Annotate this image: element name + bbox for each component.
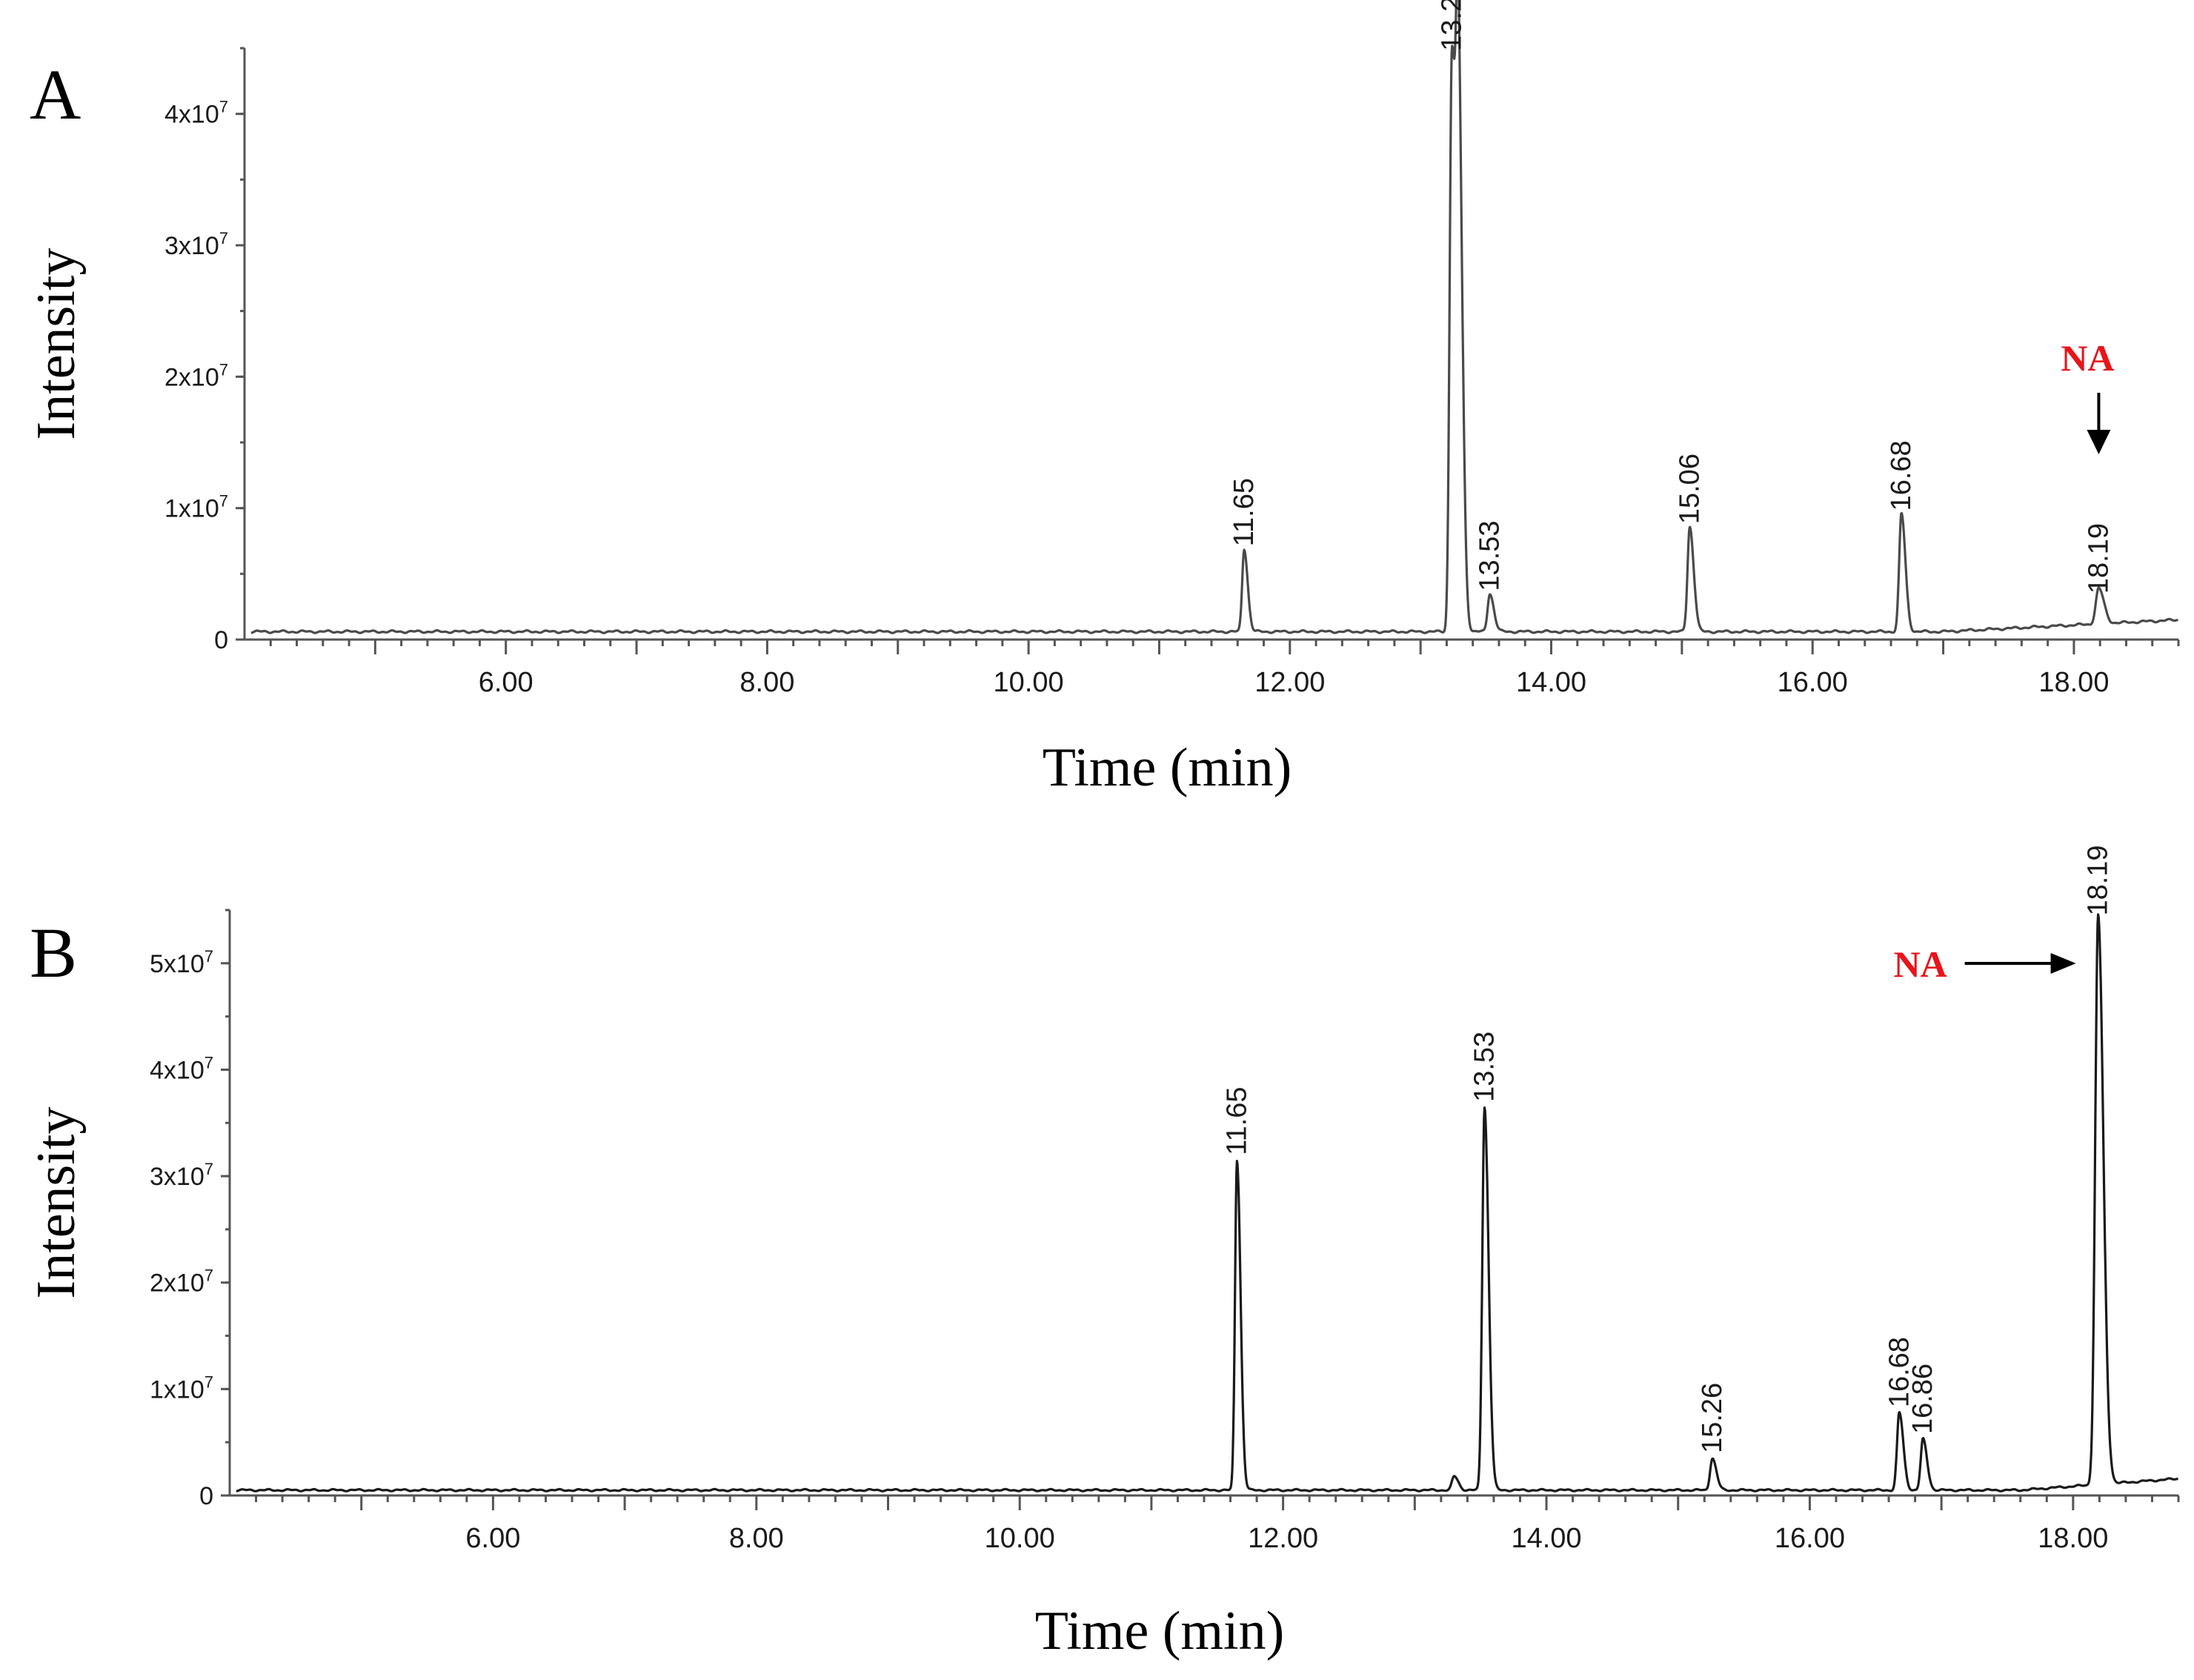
y-tick-label: 0 (199, 1482, 213, 1510)
peak-label: 13.53 (1475, 520, 1506, 591)
x-tick-label: 8.00 (729, 1523, 784, 1554)
chromatogram-trace (236, 913, 2179, 1493)
peak-label: 13.24 (1436, 0, 1467, 51)
x-tick-label: 10.00 (994, 667, 1064, 698)
panel-letter: A (30, 55, 81, 134)
y-tick-label: 4x107 (150, 1053, 213, 1084)
na-annotation: NA (1893, 943, 1947, 985)
y-tick-label: 2x107 (164, 360, 228, 391)
peak-label: 16.68 (1886, 440, 1917, 511)
y-tick-label: 5x107 (150, 947, 213, 978)
panel-a: A 0 1x107 2x107 3x107 4x107 6.00 8.00 10.00 12.00… (26, 0, 2180, 798)
x-tick-label: 18.00 (2038, 1523, 2108, 1554)
y-tick-label: 1x107 (150, 1372, 213, 1404)
panel-letter: B (30, 913, 77, 992)
y-tick-label: 1x107 (164, 492, 228, 523)
y-tick-label: 3x107 (150, 1160, 213, 1191)
peak-label: 11.65 (1221, 1086, 1252, 1155)
y-tick-label: 0 (214, 626, 228, 654)
peak-label: 11.65 (1229, 478, 1260, 546)
na-arrowhead (2087, 430, 2111, 454)
peak-label: 15.06 (1674, 454, 1705, 524)
x-tick-label: 8.00 (739, 667, 794, 698)
x-tick-label: 10.00 (985, 1523, 1055, 1554)
x-tick-label: 16.00 (1778, 667, 1848, 698)
peak-label: 16.68 (1884, 1337, 1915, 1407)
y-tick-label: 3x107 (164, 229, 228, 260)
peak-label: 18.19 (2083, 845, 2114, 915)
x-tick-label: 12.00 (1254, 667, 1325, 698)
x-tick-label: 6.00 (479, 667, 533, 698)
na-arrowhead (2050, 953, 2076, 974)
y-axis-title: Intensity (26, 1107, 87, 1299)
y-axis-title: Intensity (26, 248, 87, 440)
peak-label: 13.53 (1469, 1032, 1500, 1102)
y-tick-label: 4x107 (164, 98, 228, 129)
panel-b: B 0 1x107 2x107 3x107 4x107 5x107 6.00 8.00 10.00… (26, 845, 2180, 1661)
y-tick-label: 2x107 (150, 1266, 213, 1298)
peak-label: 15.26 (1697, 1383, 1728, 1453)
peak-label: 16.86 (1907, 1364, 1938, 1434)
x-tick-label: 6.00 (465, 1523, 520, 1554)
x-axis-title: Time (min) (1043, 737, 1292, 798)
x-tick-label: 16.00 (1775, 1523, 1845, 1554)
x-tick-label: 18.00 (2038, 667, 2109, 698)
x-tick-label: 12.00 (1248, 1523, 1318, 1554)
x-tick-label: 14.00 (1511, 1523, 1581, 1554)
x-tick-label: 14.00 (1516, 667, 1586, 698)
x-axis-title: Time (min) (1035, 1601, 1284, 1661)
chromatogram-trace (250, 0, 2179, 634)
peak-label: 18.19 (2083, 523, 2114, 594)
na-annotation: NA (2061, 337, 2114, 379)
